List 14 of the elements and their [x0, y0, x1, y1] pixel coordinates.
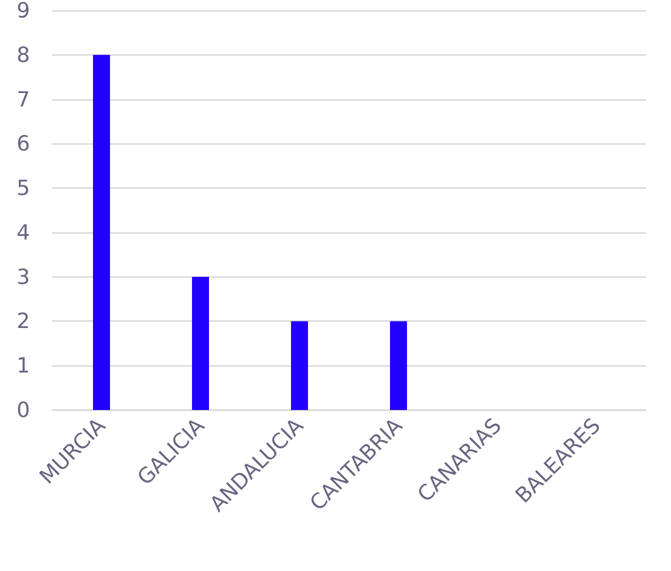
bar [192, 276, 209, 410]
bar [390, 321, 407, 410]
bar [93, 54, 110, 410]
y-tick-label: 7 [16, 87, 30, 112]
y-tick-label: 0 [16, 398, 30, 422]
y-tick-label: 5 [16, 176, 30, 200]
y-tick-label: 9 [16, 0, 30, 22]
y-tick-label: 8 [16, 42, 30, 67]
y-tick-label: 1 [16, 354, 30, 378]
bar [291, 321, 308, 410]
y-tick-label: 2 [16, 309, 30, 334]
y-tick-label: 3 [16, 264, 30, 289]
y-tick-label: 4 [16, 220, 30, 244]
y-tick-label: 6 [16, 132, 30, 156]
